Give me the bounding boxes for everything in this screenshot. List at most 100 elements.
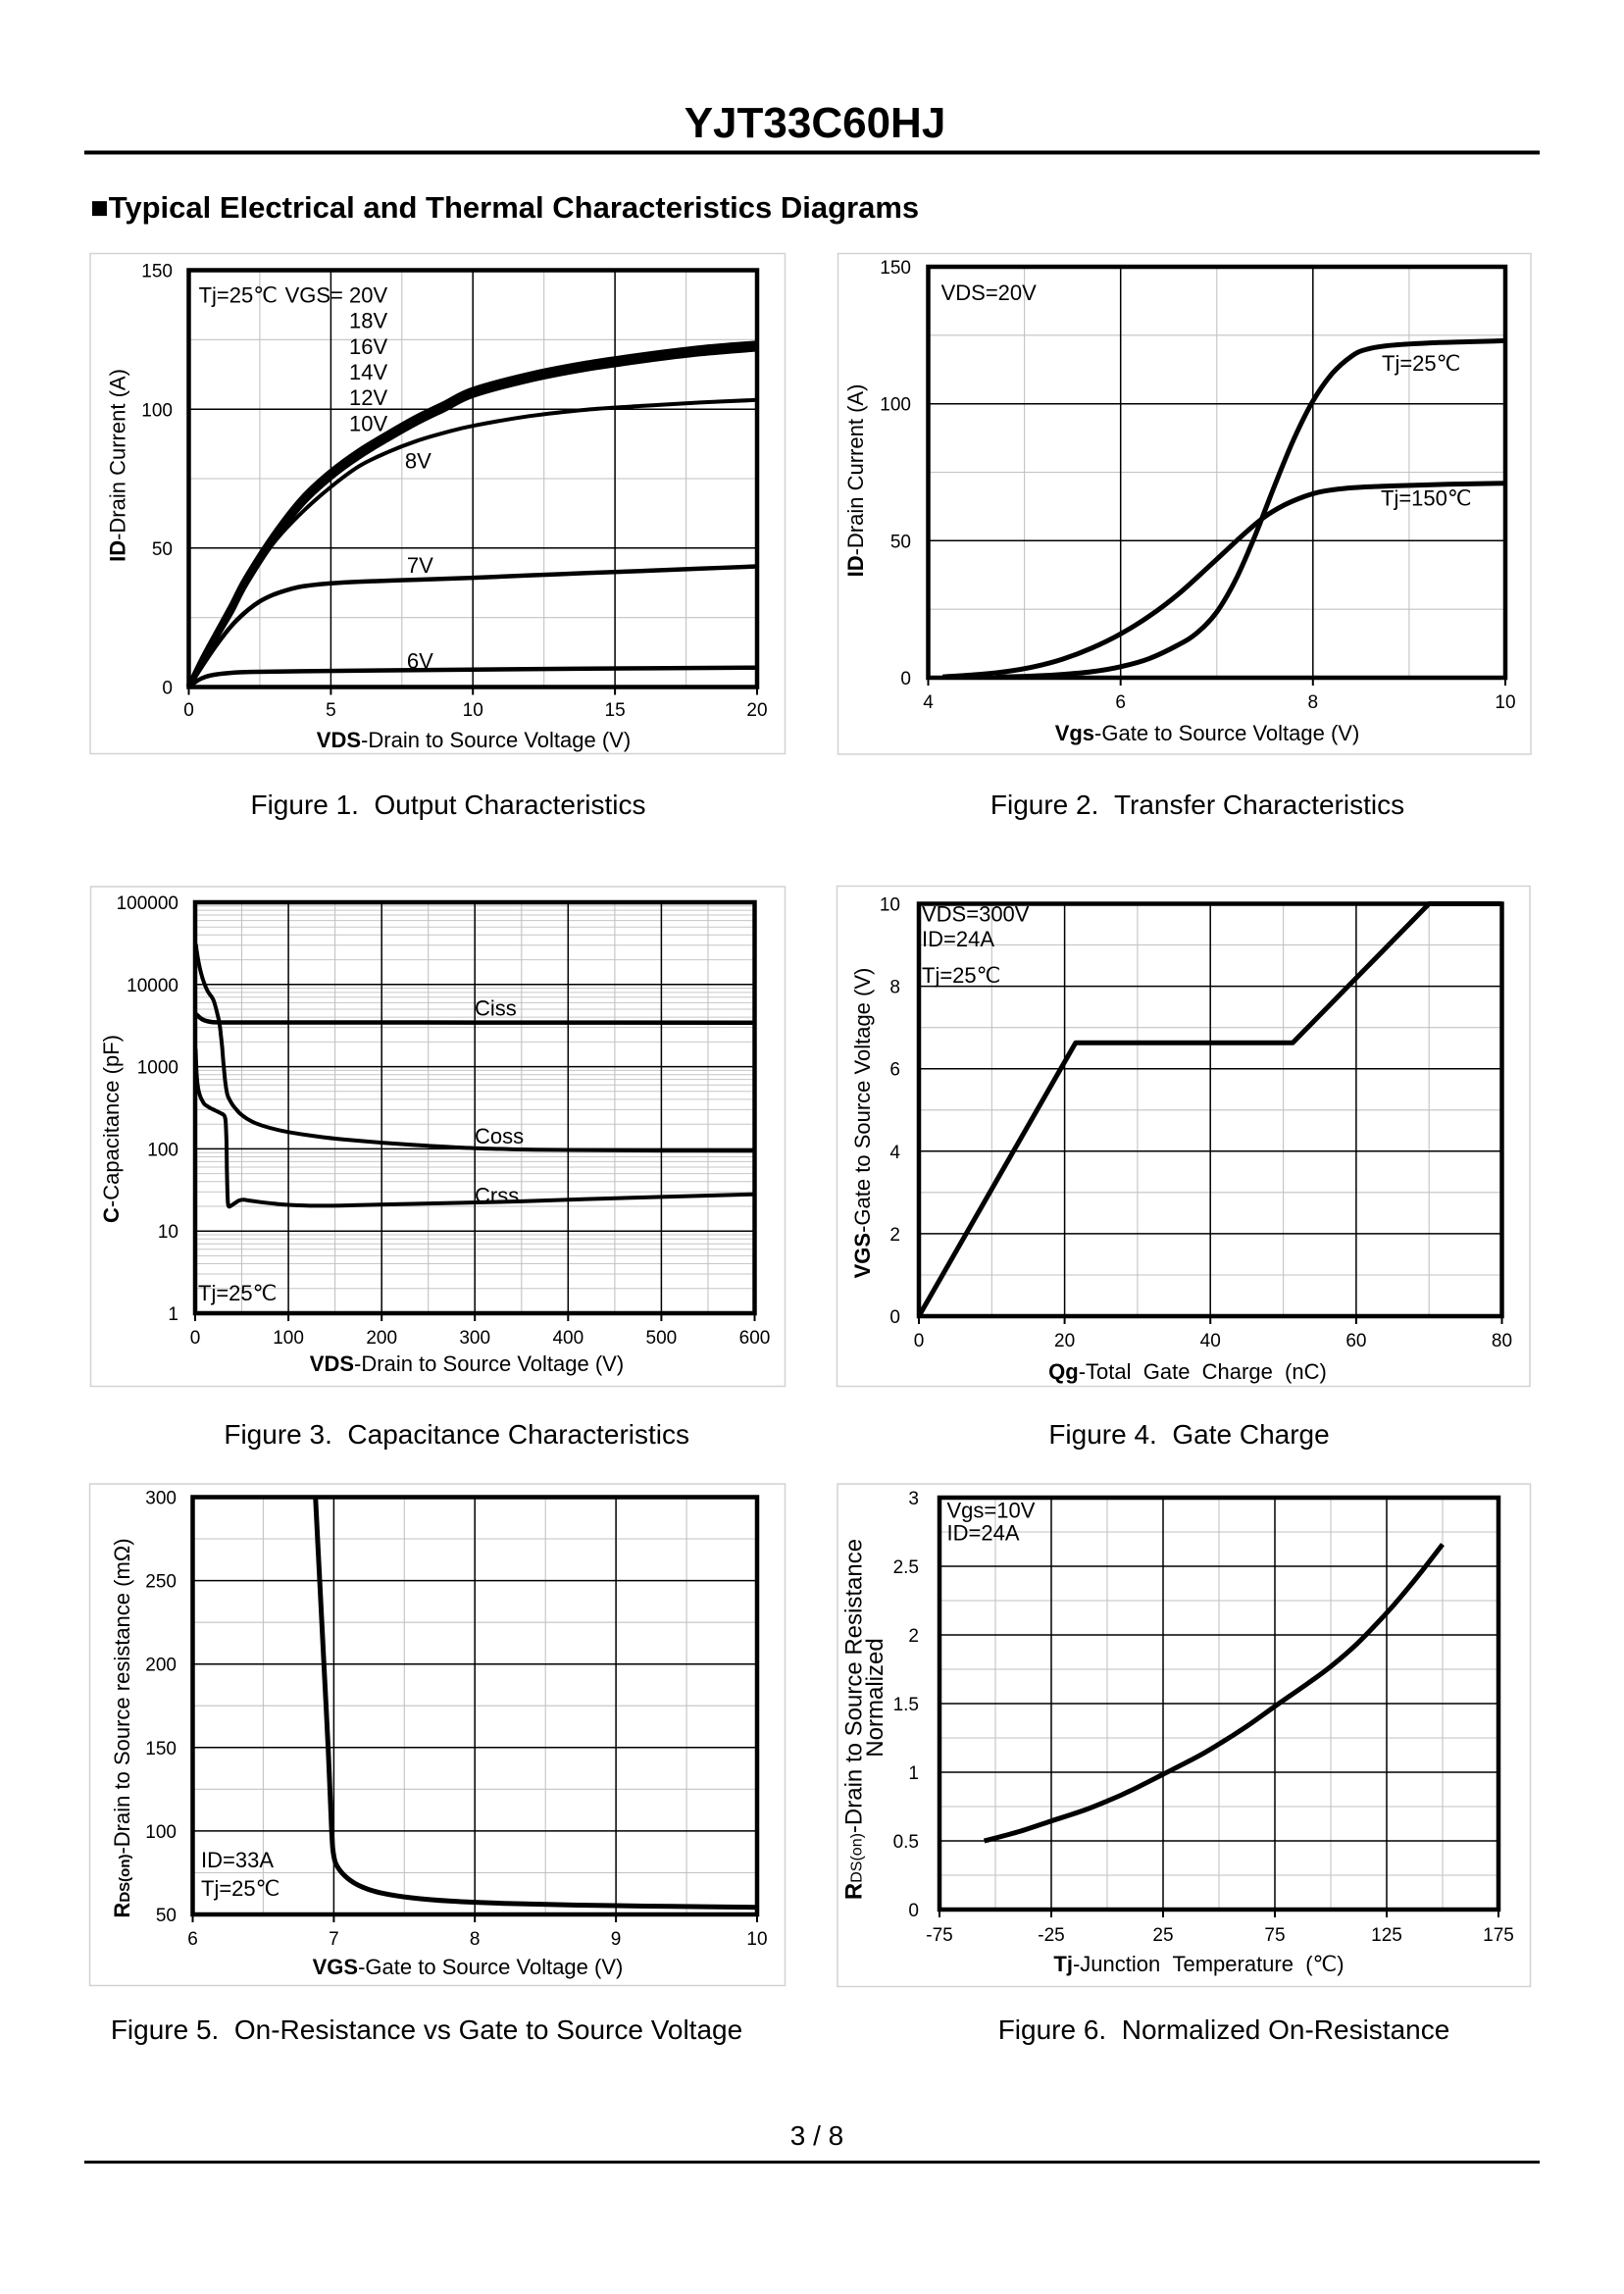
svg-text:Vgs-Gate to Source Voltage (V): Vgs-Gate to Source Voltage (V) [1055, 721, 1360, 745]
svg-text:ID-Drain Current (A): ID-Drain Current (A) [106, 369, 130, 562]
svg-text:150: 150 [145, 1739, 177, 1759]
svg-text:6V: 6V [407, 649, 433, 674]
svg-text:2: 2 [889, 1225, 900, 1246]
svg-text:150: 150 [141, 262, 173, 282]
svg-text:200: 200 [366, 1328, 397, 1349]
svg-text:RDS(on)-Drain to Source resist: RDS(on)-Drain to Source resistance (mΩ) [110, 1538, 134, 1917]
svg-text:175: 175 [1483, 1925, 1514, 1946]
svg-text:1.5: 1.5 [893, 1695, 919, 1715]
svg-text:8: 8 [889, 978, 900, 998]
svg-text:6: 6 [187, 1929, 198, 1950]
svg-text:100: 100 [880, 395, 911, 416]
svg-text:Figure 4. Gate Charge: Figure 4. Gate Charge [1048, 1419, 1329, 1450]
svg-text:100: 100 [141, 400, 173, 421]
svg-text:14V: 14V [349, 360, 387, 384]
svg-text:600: 600 [739, 1328, 771, 1349]
svg-text:Tj=25℃: Tj=25℃ [201, 1876, 279, 1901]
svg-text:VDS-Drain to Source Voltage (V: VDS-Drain to Source Voltage (V) [310, 1351, 624, 1376]
svg-text:Normalized: Normalized [862, 1638, 888, 1757]
svg-text:VGS=: VGS= [285, 282, 343, 307]
svg-text:-25: -25 [1038, 1925, 1064, 1946]
svg-text:300: 300 [145, 1489, 177, 1509]
svg-text:Coss: Coss [475, 1124, 524, 1148]
svg-text:VDS=300V: VDS=300V [922, 902, 1030, 927]
svg-text:VGS-Gate to Source Voltage (V): VGS-Gate to Source Voltage (V) [313, 1955, 624, 1979]
svg-text:50: 50 [152, 539, 173, 560]
svg-text:80: 80 [1492, 1331, 1512, 1351]
svg-text:3 / 8: 3 / 8 [790, 2120, 843, 2151]
svg-text:ID-Drain Current (A): ID-Drain Current (A) [843, 384, 868, 578]
svg-text:Tj-Junction Temperature (℃): Tj-Junction Temperature (℃) [1053, 1952, 1344, 1976]
svg-text:Figure 1. Output Characterist: Figure 1. Output Characteristics [250, 790, 645, 820]
svg-text:10: 10 [880, 895, 900, 916]
svg-text:18V: 18V [349, 309, 387, 333]
svg-text:3: 3 [908, 1489, 919, 1509]
svg-text:100: 100 [273, 1328, 304, 1349]
svg-text:20: 20 [1054, 1331, 1075, 1351]
svg-text:0: 0 [183, 700, 194, 721]
svg-text:-75: -75 [926, 1925, 952, 1946]
svg-text:1: 1 [168, 1304, 178, 1325]
svg-text:300: 300 [459, 1328, 490, 1349]
svg-text:■Typical Electrical and Therma: ■Typical Electrical and Thermal Characte… [90, 190, 919, 225]
svg-text:10: 10 [158, 1222, 178, 1243]
svg-text:250: 250 [145, 1572, 177, 1593]
svg-text:9: 9 [611, 1929, 622, 1950]
svg-text:Vgs=10V: Vgs=10V [947, 1498, 1036, 1522]
svg-text:8V: 8V [405, 449, 431, 474]
svg-text:10: 10 [746, 1929, 767, 1950]
svg-text:10V: 10V [349, 411, 387, 435]
svg-text:150: 150 [880, 258, 911, 279]
svg-text:Tj=25℃: Tj=25℃ [922, 963, 1000, 988]
svg-text:0.5: 0.5 [893, 1832, 919, 1853]
svg-text:100: 100 [145, 1822, 177, 1843]
svg-text:VGS-Gate to Source Voltage (V): VGS-Gate to Source Voltage (V) [850, 968, 875, 1279]
svg-text:10000: 10000 [127, 976, 178, 996]
svg-text:100000: 100000 [117, 893, 178, 914]
svg-text:ID=24A: ID=24A [947, 1521, 1020, 1546]
svg-text:Tj=25℃: Tj=25℃ [199, 282, 278, 307]
svg-text:4: 4 [923, 692, 934, 713]
svg-text:YJT33C60HJ: YJT33C60HJ [685, 99, 946, 147]
svg-text:60: 60 [1345, 1331, 1366, 1351]
svg-text:1: 1 [908, 1763, 919, 1784]
svg-text:0: 0 [908, 1901, 919, 1921]
svg-text:5: 5 [326, 700, 336, 721]
svg-text:10: 10 [463, 700, 483, 721]
svg-text:7: 7 [329, 1929, 339, 1950]
svg-text:C-Capacitance (pF): C-Capacitance (pF) [99, 1035, 124, 1223]
svg-text:VDS-Drain to Source Voltage (V: VDS-Drain to Source Voltage (V) [317, 728, 631, 752]
svg-text:20V: 20V [349, 282, 387, 307]
svg-text:ID=33A: ID=33A [201, 1848, 274, 1872]
svg-text:125: 125 [1371, 1925, 1402, 1946]
svg-text:400: 400 [552, 1328, 584, 1349]
svg-text:0: 0 [914, 1331, 925, 1351]
svg-text:ID=24A: ID=24A [922, 927, 994, 951]
svg-text:25: 25 [1152, 1925, 1173, 1946]
svg-text:7V: 7V [407, 553, 433, 578]
svg-text:50: 50 [890, 532, 911, 552]
svg-text:10: 10 [1495, 692, 1515, 713]
svg-text:4: 4 [889, 1143, 900, 1163]
svg-text:0: 0 [900, 669, 911, 689]
svg-text:6: 6 [1115, 692, 1126, 713]
svg-text:0: 0 [190, 1328, 201, 1349]
svg-text:Figure 6. Normalized On-Resis: Figure 6. Normalized On-Resistance [998, 2014, 1450, 2045]
svg-text:40: 40 [1200, 1331, 1221, 1351]
svg-text:VDS=20V: VDS=20V [941, 280, 1038, 305]
svg-text:Ciss: Ciss [475, 996, 517, 1021]
svg-text:2.5: 2.5 [893, 1557, 919, 1578]
svg-text:Tj=25℃: Tj=25℃ [198, 1281, 277, 1305]
svg-text:20: 20 [746, 700, 767, 721]
svg-text:8: 8 [470, 1929, 481, 1950]
svg-text:200: 200 [145, 1656, 177, 1676]
svg-text:0: 0 [889, 1307, 900, 1328]
svg-text:Tj=150℃: Tj=150℃ [1381, 485, 1472, 510]
svg-text:75: 75 [1264, 1925, 1285, 1946]
svg-text:8: 8 [1308, 692, 1319, 713]
svg-text:Tj=25℃: Tj=25℃ [1382, 351, 1460, 376]
svg-text:Figure 2. Transfer Characteri: Figure 2. Transfer Characteristics [990, 790, 1404, 820]
svg-text:16V: 16V [349, 334, 387, 359]
svg-text:Qg-Total Gate Charge (nC): Qg-Total Gate Charge (nC) [1048, 1359, 1327, 1384]
svg-text:12V: 12V [349, 385, 387, 410]
